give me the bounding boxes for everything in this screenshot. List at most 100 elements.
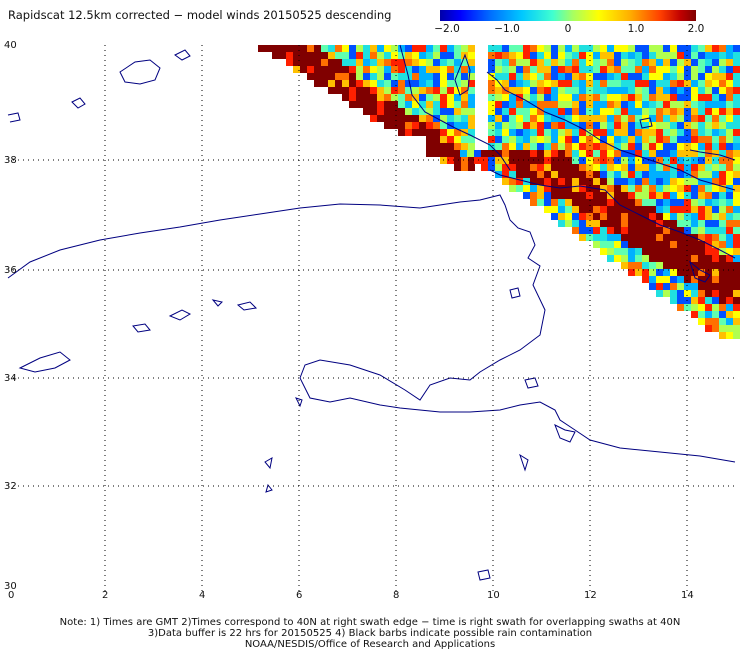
wind-cell [523, 164, 530, 171]
wind-cell [607, 178, 614, 185]
wind-cell [370, 108, 377, 115]
wind-cell [586, 136, 593, 143]
wind-cell [684, 234, 691, 241]
wind-cell [593, 101, 600, 108]
wind-cell [705, 283, 712, 290]
wind-cell [677, 192, 684, 199]
wind-cell [461, 108, 468, 115]
wind-cell [530, 164, 537, 171]
wind-cell [537, 192, 544, 199]
wind-cell [712, 150, 719, 157]
wind-cell [537, 122, 544, 129]
wind-cell [586, 213, 593, 220]
wind-cell [698, 269, 705, 276]
wind-cell [635, 101, 642, 108]
wind-cell [712, 157, 719, 164]
wind-cell [726, 45, 733, 52]
wind-cell [698, 290, 705, 297]
wind-cell [663, 248, 670, 255]
wind-cell [419, 115, 426, 122]
wind-cell [614, 73, 621, 80]
wind-cell [691, 59, 698, 66]
wind-cell [684, 129, 691, 136]
wind-cell [698, 136, 705, 143]
wind-cell [523, 136, 530, 143]
wind-cell [349, 101, 356, 108]
wind-cell [733, 325, 740, 332]
wind-cell [558, 185, 565, 192]
wind-cell [691, 129, 698, 136]
wind-cell [579, 59, 586, 66]
wind-cell [733, 213, 740, 220]
y-tick-label: 30 [4, 581, 17, 592]
wind-cell [279, 45, 286, 52]
wind-cell [586, 66, 593, 73]
wind-cell [544, 171, 551, 178]
wind-cell [733, 171, 740, 178]
wind-cell [656, 185, 663, 192]
wind-cell [468, 52, 475, 59]
wind-cell [593, 199, 600, 206]
wind-cell [663, 234, 670, 241]
wind-cell [733, 199, 740, 206]
wind-cell [663, 164, 670, 171]
wind-cell [691, 171, 698, 178]
wind-cell [349, 80, 356, 87]
wind-cell [649, 269, 656, 276]
wind-cell [649, 185, 656, 192]
wind-cell [698, 122, 705, 129]
wind-cell [516, 59, 523, 66]
wind-cell [705, 80, 712, 87]
wind-cell [719, 87, 726, 94]
wind-cell [551, 94, 558, 101]
wind-cell [607, 66, 614, 73]
wind-cell [586, 108, 593, 115]
wind-cell [558, 52, 565, 59]
wind-cell [454, 66, 461, 73]
wind-cell [516, 157, 523, 164]
wind-cell [537, 80, 544, 87]
wind-cell [586, 101, 593, 108]
wind-cell [670, 227, 677, 234]
wind-cell [628, 241, 635, 248]
wind-cell [440, 108, 447, 115]
wind-cell [433, 66, 440, 73]
wind-cell [726, 59, 733, 66]
wind-cell [663, 276, 670, 283]
wind-cell [572, 192, 579, 199]
wind-cell [363, 80, 370, 87]
wind-cell [656, 80, 663, 87]
wind-cell [447, 136, 454, 143]
wind-cell [593, 234, 600, 241]
wind-cell [719, 220, 726, 227]
wind-cell [698, 164, 705, 171]
wind-cell [628, 220, 635, 227]
wind-cell [719, 332, 726, 339]
wind-cell [621, 143, 628, 150]
wind-cell [593, 115, 600, 122]
colorbar-label-pos1: 1.0 [627, 23, 645, 35]
wind-cell [684, 304, 691, 311]
wind-cell [468, 122, 475, 129]
wind-cell [733, 178, 740, 185]
wind-cell [544, 66, 551, 73]
wind-cell [719, 157, 726, 164]
y-tick-label: 34 [4, 373, 17, 384]
wind-cell [551, 101, 558, 108]
wind-cell [733, 45, 740, 52]
wind-cell [530, 101, 537, 108]
wind-cell [600, 171, 607, 178]
wind-cell [433, 101, 440, 108]
wind-cell [530, 115, 537, 122]
wind-cell [537, 164, 544, 171]
colorbar-label-min: −2.0 [434, 23, 460, 35]
wind-cell [593, 220, 600, 227]
wind-cell [705, 136, 712, 143]
wind-cell [523, 143, 530, 150]
wind-cell [572, 206, 579, 213]
wind-cell [705, 45, 712, 52]
wind-cell [544, 136, 551, 143]
wind-cell [391, 87, 398, 94]
wind-cell [691, 94, 698, 101]
wind-cell [621, 185, 628, 192]
